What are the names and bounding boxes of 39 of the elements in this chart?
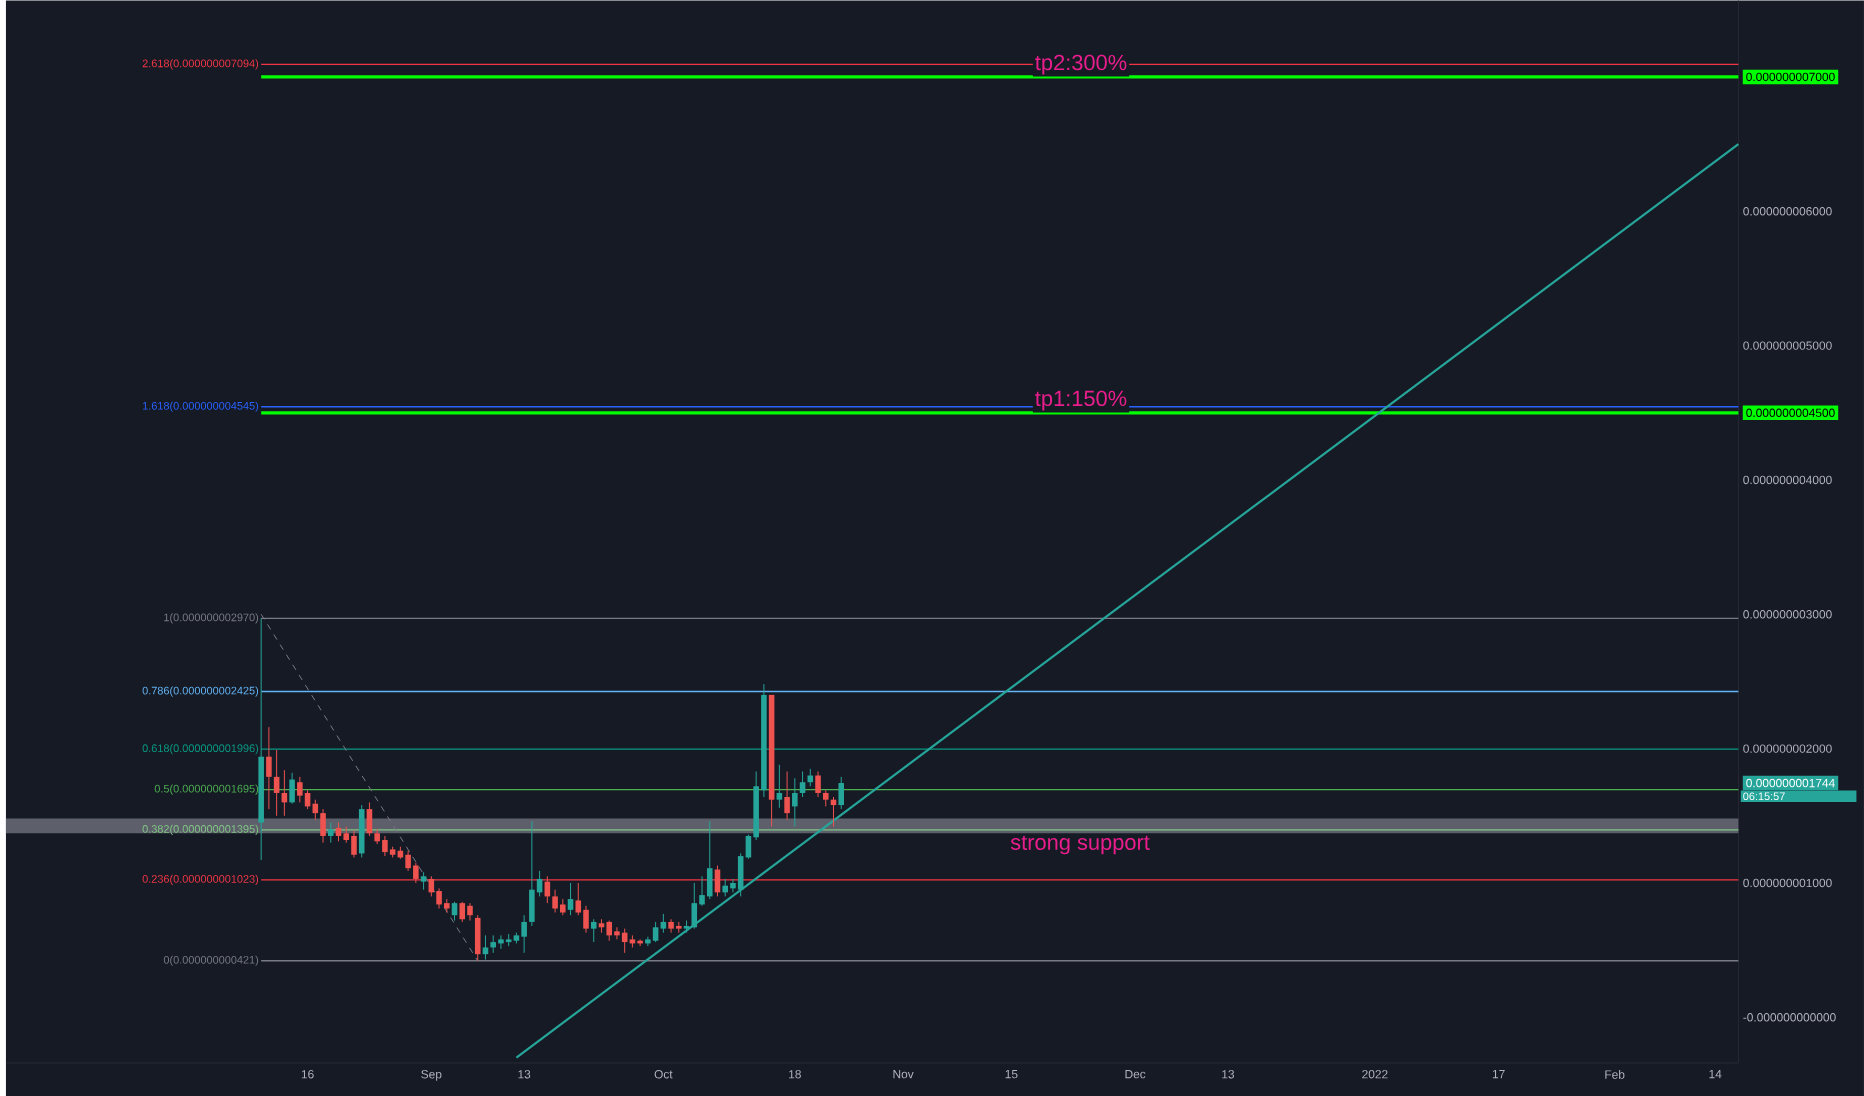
candlestick xyxy=(567,882,574,916)
annotation: tp2:300% xyxy=(1035,54,1127,75)
candlestick xyxy=(297,775,303,803)
candlestick xyxy=(652,921,659,943)
candlestick xyxy=(583,904,589,933)
candlestick xyxy=(660,912,667,933)
candlestick xyxy=(776,763,783,808)
candlestick xyxy=(552,888,558,913)
candlestick xyxy=(590,918,597,943)
candlestick xyxy=(327,821,334,843)
candlestick xyxy=(668,918,674,933)
candlestick xyxy=(706,820,713,900)
candlestick xyxy=(266,726,272,810)
candlestick xyxy=(289,771,295,804)
candlestick xyxy=(792,777,798,827)
candlestick xyxy=(838,775,845,810)
candlestick xyxy=(521,914,527,953)
candlestick xyxy=(320,808,326,843)
candlestick xyxy=(413,861,419,884)
candlestick xyxy=(451,900,458,921)
candlestick xyxy=(351,829,357,858)
candlestick xyxy=(459,900,466,922)
band-label: strong support xyxy=(1010,835,1150,854)
candlestick xyxy=(405,849,411,871)
candlestick xyxy=(498,934,504,949)
candlestick xyxy=(382,835,388,857)
candlestick xyxy=(467,902,473,921)
candlestick xyxy=(784,770,790,820)
candlestick xyxy=(799,770,806,798)
candlestick xyxy=(614,926,620,940)
candlestick xyxy=(436,887,442,909)
annotation: tp1:150% xyxy=(1035,390,1127,410)
candlestick xyxy=(529,820,535,927)
candlestick xyxy=(474,914,481,961)
candlestick xyxy=(815,770,821,798)
candlestick xyxy=(606,919,612,941)
candlestick xyxy=(482,934,489,960)
candlestick xyxy=(645,935,651,947)
candlestick xyxy=(691,882,698,929)
